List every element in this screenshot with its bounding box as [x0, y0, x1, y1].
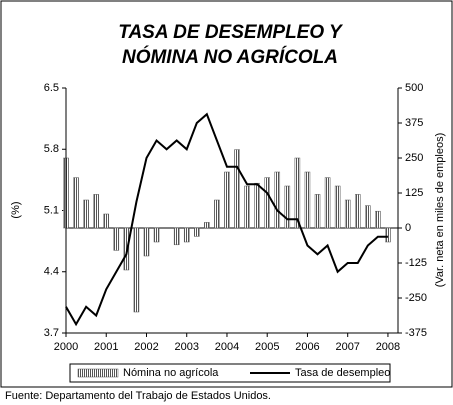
bar — [354, 194, 361, 229]
bar — [214, 199, 220, 229]
bar — [365, 205, 371, 229]
frame — [0, 0, 453, 388]
bar — [344, 199, 351, 229]
bar — [103, 213, 110, 229]
bar — [143, 227, 150, 257]
chart-title: NÓMINA NO AGRÍCOLA — [122, 46, 338, 68]
source: Fuente: Departamento del Trabajo de Esta… — [5, 390, 271, 402]
y2-tick-label: -250 — [405, 292, 427, 304]
line — [65, 112, 388, 327]
x-tick-label: 2006 — [295, 341, 319, 353]
bar — [314, 194, 321, 229]
y2-tick-label: 250 — [405, 152, 423, 164]
bar — [334, 185, 341, 229]
bar — [173, 227, 180, 246]
bar — [153, 227, 160, 243]
bar — [324, 177, 331, 229]
bar — [133, 227, 140, 313]
y2-axis-label: (Var. neta en miles de empleos) — [434, 133, 446, 287]
legend-label: Nómina no agrícola — [123, 367, 219, 379]
y-tick-label: 3.7 — [44, 327, 59, 339]
legend-label: Tasa de desempleo — [295, 367, 390, 379]
y2-tick-label: 375 — [405, 117, 423, 129]
x-tick-label: 2000 — [54, 341, 78, 353]
bar — [254, 182, 260, 229]
bar — [234, 149, 240, 229]
y2-tick-label: 0 — [405, 222, 411, 234]
x-tick-label: 2004 — [215, 341, 239, 353]
x-tick-label: 2007 — [335, 341, 359, 353]
bar — [304, 171, 311, 229]
x-tick-label: 2002 — [134, 341, 158, 353]
bar — [264, 177, 270, 229]
y-tick-label: 5.8 — [44, 143, 59, 155]
bar — [194, 227, 200, 237]
bar — [113, 227, 120, 251]
y-tick-label: 4.4 — [44, 266, 59, 278]
bar — [224, 171, 230, 229]
bar — [204, 222, 210, 229]
y-tick-label: 5.1 — [44, 204, 59, 216]
legend-swatch — [77, 368, 119, 378]
y2-tick-label: -375 — [405, 327, 427, 339]
y-axis-label: (%) — [10, 201, 22, 218]
y-tick-label: 6.5 — [44, 82, 59, 94]
x-tick-label: 2003 — [174, 341, 198, 353]
bar — [93, 194, 99, 229]
bar — [294, 157, 301, 229]
x-tick-label: 2001 — [94, 341, 118, 353]
y2-tick-label: -125 — [405, 257, 427, 269]
x-tick-label: 2008 — [376, 341, 400, 353]
bar — [183, 227, 190, 243]
bar — [274, 171, 281, 229]
bar — [244, 185, 250, 229]
bar — [385, 227, 391, 243]
y2-tick-label: 500 — [405, 82, 423, 94]
bar — [375, 210, 381, 229]
y2-tick-label: 125 — [405, 187, 423, 199]
bar — [284, 185, 291, 229]
x-tick-label: 2005 — [255, 341, 279, 353]
chart-title: TASA DE DESEMPLEO Y — [118, 22, 344, 43]
legend — [69, 363, 391, 383]
bar — [73, 177, 79, 229]
bar — [83, 199, 89, 229]
